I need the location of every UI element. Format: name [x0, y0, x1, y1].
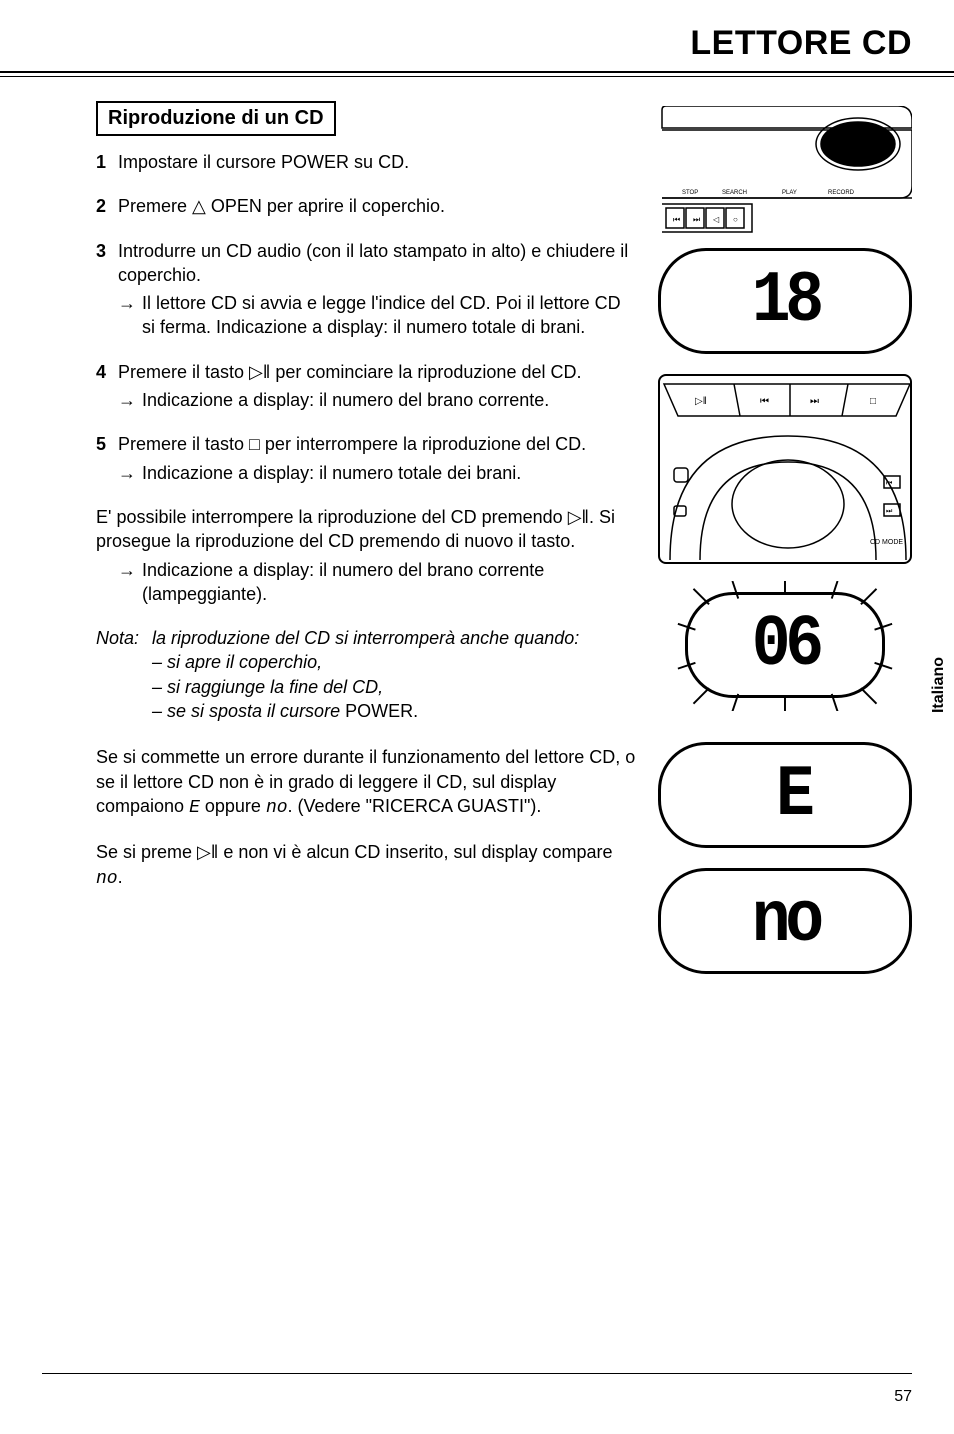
- figure-display-06-flashing: 06: [658, 592, 912, 698]
- text-post: .: [118, 867, 123, 887]
- note-item: – se si sposta il cursore POWER.: [152, 699, 636, 723]
- display-value: 06: [752, 609, 819, 681]
- step-number: 1: [96, 150, 118, 174]
- language-tab: Italiano: [924, 640, 954, 730]
- nocd-paragraph: Se si preme ▷‖ e non vi è alcun CD inser…: [96, 840, 636, 891]
- step-2: 2 Premere △ OPEN per aprire il coperchio…: [96, 194, 636, 218]
- svg-text:PLAY: PLAY: [782, 190, 797, 196]
- arrow-icon: →: [118, 388, 142, 412]
- text-mid: e non vi è alcun CD inserito, sul displa…: [218, 842, 612, 862]
- display-value: 18: [752, 265, 819, 337]
- figure-display-e: E: [658, 742, 912, 848]
- eject-icon: △: [192, 196, 206, 216]
- text-post: per interrompere la riproduzione del CD.: [260, 434, 586, 454]
- text-post: per cominciare la riproduzione del CD.: [270, 362, 581, 382]
- e-symbol: E: [189, 798, 200, 818]
- result-text: Il lettore CD si avvia e legge l'indice …: [142, 291, 636, 340]
- svg-text:◁: ◁: [713, 215, 720, 224]
- step-3: 3 Introdurre un CD audio (con il lato st…: [96, 239, 636, 340]
- text-post: OPEN per aprire il coperchio.: [206, 196, 445, 216]
- play-pause-icon: ▷‖: [568, 507, 589, 527]
- no-symbol: no: [96, 869, 118, 889]
- figure-player-top: ⏮ ⏭ ◁ ○ STOP SEARCH PLAY RECORD: [658, 106, 912, 234]
- play-pause-icon: ▷‖: [249, 362, 270, 382]
- svg-text:RECORD: RECORD: [828, 190, 855, 196]
- text-pre: Premere: [118, 196, 192, 216]
- result-text: Indicazione a display: il numero del bra…: [142, 558, 636, 607]
- figure-display-no: no: [658, 868, 912, 974]
- display-value: no: [752, 885, 819, 957]
- step-number: 3: [96, 239, 118, 340]
- svg-text:⏭: ⏭: [693, 215, 700, 224]
- note-block: Nota: la riproduzione del CD si interrom…: [96, 626, 636, 723]
- play-pause-icon: ▷‖: [197, 842, 218, 862]
- text-pre: Premere il tasto: [118, 434, 249, 454]
- svg-text:□: □: [870, 396, 876, 407]
- step-5: 5 Premere il tasto □ per interrompere la…: [96, 432, 636, 485]
- text-post: . (Vedere "RICERCA GUASTI").: [288, 796, 542, 816]
- stop-icon: □: [249, 434, 260, 454]
- step-number: 2: [96, 194, 118, 218]
- svg-text:SEARCH: SEARCH: [722, 190, 747, 196]
- step-4: 4 Premere il tasto ▷‖ per cominciare la …: [96, 360, 636, 413]
- error-paragraph: Se si commette un errore durante il funz…: [96, 745, 636, 820]
- footer-rule: [42, 1373, 912, 1374]
- step-text: Premere il tasto ▷‖ per cominciare la ri…: [118, 360, 636, 384]
- svg-text:⏭: ⏭: [886, 508, 893, 515]
- pause-paragraph: E' possibile interrompere la riproduzion…: [96, 505, 636, 606]
- svg-text:⏮: ⏮: [886, 480, 892, 487]
- note-power-word: POWER.: [340, 701, 418, 721]
- note-item: – si raggiunge la fine del CD,: [152, 675, 636, 699]
- text-pre: Premere il tasto: [118, 362, 249, 382]
- figure-cd-panel: ▷‖ ⏮ ⏭ □ ⏮ ⏭ CD MODE: [658, 374, 912, 564]
- note-item: – si apre il coperchio,: [152, 650, 636, 674]
- note-lead: la riproduzione del CD si interromperà a…: [152, 626, 579, 650]
- display-value: E: [760, 759, 810, 831]
- svg-text:○: ○: [733, 215, 738, 224]
- text-mid: oppure: [200, 796, 266, 816]
- svg-text:⏮: ⏮: [673, 215, 680, 224]
- no-symbol: no: [266, 798, 288, 818]
- result-text: Indicazione a display: il numero del bra…: [142, 388, 636, 412]
- svg-text:⏮: ⏮: [760, 396, 769, 407]
- arrow-icon: →: [118, 291, 142, 340]
- step-text: Premere △ OPEN per aprire il coperchio.: [118, 194, 636, 218]
- figure-display-18: 18: [658, 248, 912, 354]
- result-text: Indicazione a display: il numero totale …: [142, 461, 636, 485]
- note-label: Nota:: [96, 626, 152, 650]
- svg-text:▷‖: ▷‖: [695, 396, 707, 407]
- step-number: 5: [96, 432, 118, 485]
- step-text: Introdurre un CD audio (con il lato stam…: [118, 239, 636, 288]
- language-label: Italiano: [930, 657, 948, 713]
- note-item-text: – se si sposta il cursore: [152, 701, 340, 721]
- step-text: Premere il tasto □ per interrompere la r…: [118, 432, 636, 456]
- section-heading: Riproduzione di un CD: [96, 101, 336, 136]
- svg-text:CD MODE: CD MODE: [870, 539, 903, 546]
- arrow-icon: →: [118, 558, 142, 607]
- text-pre: E' possibile interrompere la riproduzion…: [96, 507, 568, 527]
- text-pre: Se si preme: [96, 842, 197, 862]
- page-title: LETTORE CD: [0, 24, 954, 71]
- svg-text:⏭: ⏭: [810, 396, 819, 407]
- page-number: 57: [894, 1388, 912, 1406]
- step-number: 4: [96, 360, 118, 413]
- step-1: 1 Impostare il cursore POWER su CD.: [96, 150, 636, 174]
- svg-text:STOP: STOP: [682, 190, 698, 196]
- step-text: Impostare il cursore POWER su CD.: [118, 150, 636, 174]
- arrow-icon: →: [118, 461, 142, 485]
- rule-thick: [0, 71, 954, 73]
